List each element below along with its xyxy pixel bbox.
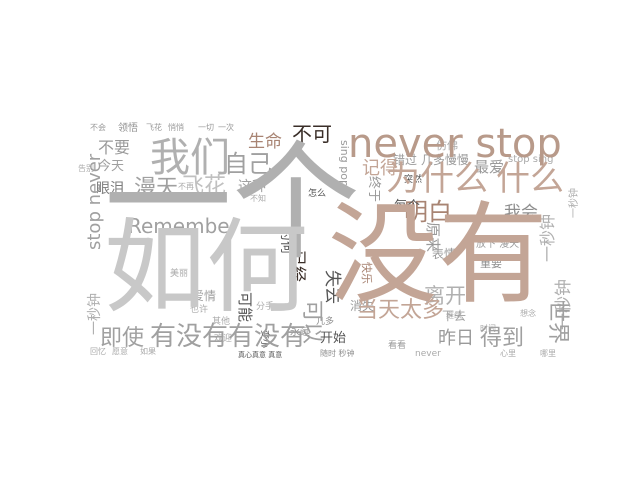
- cloud-word: 永远: [290, 327, 310, 338]
- cloud-word: 不再: [178, 182, 194, 191]
- cloud-word: 最爱: [474, 158, 505, 176]
- cloud-word: 飞花: [182, 174, 227, 199]
- cloud-word: 欢迎: [214, 334, 233, 344]
- cloud-word: 不会: [90, 123, 106, 132]
- cloud-word: 几多: [316, 317, 335, 327]
- cloud-word: 心里: [500, 349, 516, 358]
- cloud-word: 不知: [250, 194, 266, 203]
- cloud-word: 一个: [104, 129, 361, 278]
- cloud-word: 这种: [238, 179, 266, 195]
- cloud-word: 昨日: [438, 328, 474, 349]
- cloud-word: 消失: [350, 299, 375, 313]
- cloud-word: 想念: [520, 309, 536, 318]
- cloud-word: 不要: [98, 138, 131, 157]
- cloud-word: 真心真意 真意: [238, 351, 283, 359]
- cloud-word: 眼泪: [96, 181, 124, 197]
- cloud-word: 有没有: [150, 322, 229, 352]
- cloud-word: 飞花: [146, 123, 162, 132]
- cloud-word: 回忆: [90, 347, 106, 356]
- cloud-word: 什么: [496, 159, 564, 199]
- cloud-word: 仿佛: [436, 139, 458, 152]
- cloud-word: stop never: [84, 153, 105, 250]
- cloud-word: 怎么: [308, 189, 327, 199]
- cloud-word: 为什么: [386, 159, 488, 199]
- cloud-word: 我会: [504, 203, 538, 223]
- cloud-word: 看看: [388, 341, 407, 351]
- cloud-word: 放下 漫天: [476, 239, 520, 250]
- cloud-word: 有没有: [228, 322, 307, 352]
- cloud-word: 领悟: [118, 123, 138, 134]
- cloud-word: 自己: [224, 150, 272, 178]
- cloud-word: 随时 秒钟: [320, 349, 355, 358]
- cloud-word: 错过 几多慢慢: [393, 153, 469, 167]
- cloud-word: 漫天: [134, 176, 179, 201]
- cloud-word: 表情: [432, 247, 457, 261]
- cloud-word: 世界: [545, 300, 570, 345]
- cloud-word: 如何: [104, 209, 308, 328]
- cloud-word: 美丽: [170, 269, 189, 279]
- cloud-word: 没有: [328, 191, 548, 319]
- cloud-word: 即使: [100, 326, 145, 351]
- cloud-word: 生命: [248, 132, 282, 152]
- cloud-word: 不可: [292, 122, 332, 146]
- cloud-word: 开始: [320, 331, 347, 346]
- cloud-word: 爱情: [192, 289, 217, 303]
- cloud-word: 我们: [150, 135, 230, 181]
- cloud-word: 一次: [218, 123, 234, 132]
- cloud-word: 重要: [480, 257, 502, 270]
- cloud-word: 今天: [98, 159, 125, 174]
- cloud-word: never stop: [348, 121, 562, 167]
- cloud-word: 其他: [212, 317, 231, 327]
- cloud-word: 当天太多: [356, 298, 445, 323]
- cloud-word: 记得: [362, 158, 398, 179]
- cloud-word: 也许: [190, 305, 209, 315]
- cloud-word: 告别: [78, 164, 94, 173]
- cloud-word: 继续: [446, 311, 462, 320]
- cloud-word: 分手: [256, 302, 275, 312]
- cloud-word: 一秒钟: [569, 188, 580, 218]
- cloud-word: 每个: [394, 199, 421, 214]
- cloud-word: Remember: [128, 214, 238, 238]
- cloud-word: 一切: [198, 123, 214, 132]
- cloud-word: 下去: [442, 309, 467, 323]
- cloud-word: 时间: [480, 324, 496, 333]
- cloud-word: 得到: [480, 326, 525, 351]
- cloud-word: 如果: [140, 347, 156, 356]
- cloud-word: 哪里: [540, 349, 556, 358]
- cloud-word: stop sing: [508, 154, 554, 165]
- cloud-word: 突然: [404, 175, 423, 185]
- cloud-word: 离开: [424, 284, 466, 308]
- cloud-word: never: [415, 349, 441, 359]
- cloud-word: 愿意: [112, 347, 128, 356]
- cloud-word: 悄悄: [168, 123, 184, 132]
- cloud-word: 明白: [404, 198, 452, 226]
